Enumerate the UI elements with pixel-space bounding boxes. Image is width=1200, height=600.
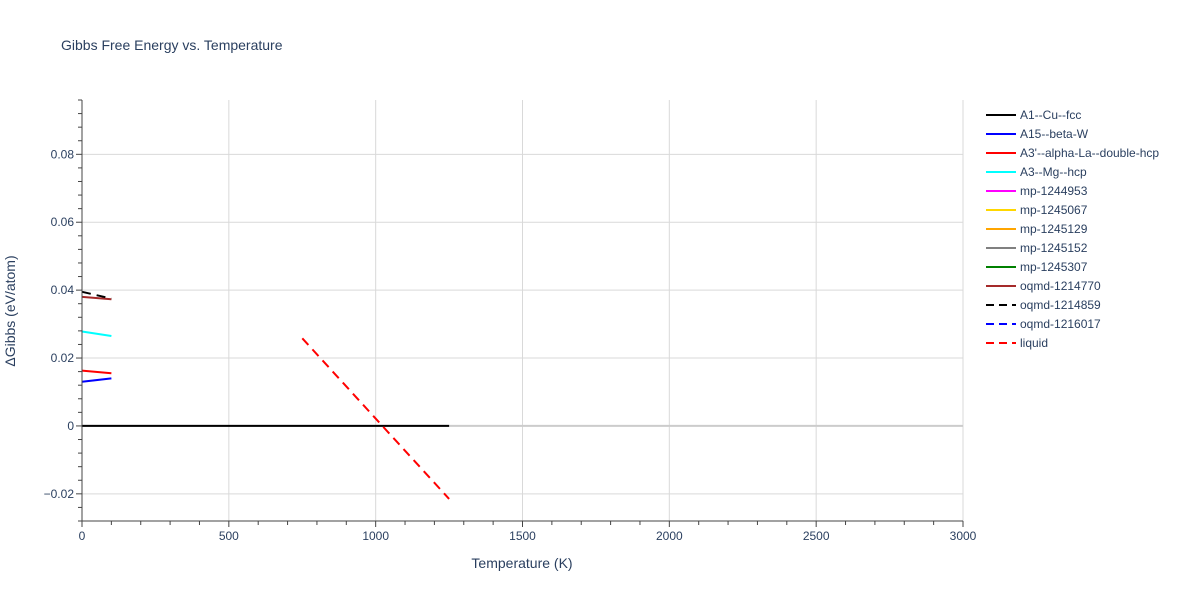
legend-label: A15--beta-W xyxy=(1020,127,1089,141)
series-line-a3-alpha-la-double-hcp xyxy=(81,369,112,375)
legend-label: mp-1244953 xyxy=(1020,184,1088,198)
legend-label: A3'--alpha-La--double-hcp xyxy=(1020,146,1159,160)
series-line-a15-beta-w xyxy=(81,377,112,383)
legend-label: oqmd-1214770 xyxy=(1020,279,1101,293)
x-tick-label: 3000 xyxy=(950,529,977,543)
legend-label: mp-1245152 xyxy=(1020,241,1088,255)
legend-label: mp-1245307 xyxy=(1020,260,1088,274)
legend-label: A3--Mg--hcp xyxy=(1020,165,1087,179)
legend-label: liquid xyxy=(1020,336,1048,350)
axis-layer: 0 500 1000 1500 2000 2500 3000 −0.02 0 0.02 0.04 0.… xyxy=(44,99,977,543)
x-tick-label: 500 xyxy=(219,529,239,543)
x-tick-label: 2000 xyxy=(656,529,683,543)
x-axis-title: Temperature (K) xyxy=(471,555,572,571)
series-layer xyxy=(81,290,450,500)
y-axis-title: ΔGibbs (eV/atom) xyxy=(2,255,18,366)
grid-layer xyxy=(82,100,964,521)
series-line-oqmd-1214770 xyxy=(81,295,112,301)
y-tick-label: 0 xyxy=(67,419,74,433)
series-line-liquid xyxy=(301,337,450,500)
chart-title: Gibbs Free Energy vs. Temperature xyxy=(61,37,283,53)
series-line-oqmd-1214859 xyxy=(81,290,112,300)
legend-label: mp-1245129 xyxy=(1020,222,1088,236)
y-tick-label: −0.02 xyxy=(44,487,75,501)
legend: A1--Cu--fcc A15--beta-W A3'--alpha-La--dou… xyxy=(986,108,1159,350)
y-tick-label: 0.02 xyxy=(51,351,75,365)
legend-label: oqmd-1216017 xyxy=(1020,317,1101,331)
series-line-a3-mg-hcp xyxy=(81,330,112,337)
x-tick-label: 1500 xyxy=(509,529,536,543)
x-tick-label: 0 xyxy=(79,529,86,543)
legend-label: A1--Cu--fcc xyxy=(1020,108,1081,122)
y-tick-label: 0.04 xyxy=(51,283,75,297)
legend-label: oqmd-1214859 xyxy=(1020,298,1101,312)
x-tick-label: 1000 xyxy=(362,529,389,543)
y-tick-label: 0.08 xyxy=(51,147,75,161)
legend-label: mp-1245067 xyxy=(1020,203,1088,217)
x-tick-label: 2500 xyxy=(803,529,830,543)
y-tick-label: 0.06 xyxy=(51,215,75,229)
